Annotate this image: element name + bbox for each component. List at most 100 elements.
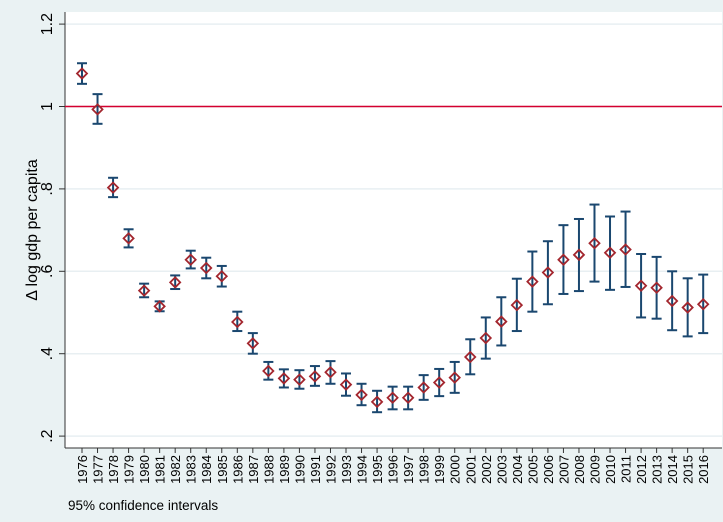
data-point-1991 <box>308 365 322 387</box>
point-marker <box>122 232 135 245</box>
point-marker <box>215 269 229 283</box>
data-point-2006 <box>541 240 555 306</box>
note: 95% confidence intervals <box>68 498 218 513</box>
x-tick-label: 2013 <box>650 455 665 484</box>
point-marker <box>650 281 663 295</box>
point-marker <box>339 378 353 391</box>
point-marker <box>293 373 306 386</box>
data-point-1979 <box>122 228 135 249</box>
data-point-1999 <box>432 367 446 398</box>
point-marker <box>401 391 415 405</box>
point-marker <box>168 276 182 289</box>
x-tick-label: 1984 <box>199 455 214 484</box>
x-tick-label: 2010 <box>603 455 618 484</box>
point-marker <box>665 294 679 308</box>
data-point-2014 <box>665 270 679 332</box>
data-point-1980 <box>137 282 151 299</box>
point-marker <box>432 376 446 389</box>
x-tick-label: 1989 <box>277 455 292 484</box>
x-tick-label: 1981 <box>153 455 168 484</box>
x-tick-label: 2016 <box>696 455 711 484</box>
point-marker <box>619 243 632 256</box>
data-point-1985 <box>215 264 229 288</box>
point-marker <box>526 275 539 288</box>
x-tick-label: 1979 <box>122 455 137 484</box>
point-marker <box>199 261 213 275</box>
x-tick-label: 2000 <box>448 455 463 484</box>
data-point-1988 <box>262 360 275 381</box>
x-tick-label: 1980 <box>137 455 152 484</box>
data-point-2001 <box>463 338 477 376</box>
point-marker <box>231 315 244 329</box>
y-axis: .2 .4 .6 .8 1 1.2 <box>39 13 65 443</box>
point-marker <box>696 297 710 311</box>
point-marker <box>91 103 104 116</box>
x-tick-label: 1983 <box>184 455 199 484</box>
x-tick-label: 1995 <box>370 455 385 484</box>
data-point-2003 <box>495 296 508 347</box>
point-marker <box>308 370 322 383</box>
x-tick-label: 2014 <box>665 455 680 484</box>
x-tick-label: 2002 <box>479 455 494 484</box>
x-tick-label: 1988 <box>261 455 276 484</box>
data-point-2007 <box>557 224 570 295</box>
x-tick-label: 1997 <box>401 455 416 484</box>
point-marker <box>417 381 430 394</box>
data-marks <box>75 62 710 414</box>
x-tick-label: 1985 <box>215 455 230 484</box>
point-marker <box>262 364 275 378</box>
data-point-1978 <box>106 176 120 199</box>
x-tick-label: 2004 <box>510 455 525 484</box>
x-tick-label: 1986 <box>230 455 245 484</box>
x-tick-label: 2001 <box>463 455 478 484</box>
point-marker <box>541 266 555 279</box>
data-point-2002 <box>479 316 493 360</box>
point-marker <box>681 301 694 314</box>
data-point-1989 <box>277 368 291 389</box>
point-marker <box>246 337 260 350</box>
x-tick-label: 2007 <box>556 455 571 484</box>
data-point-1982 <box>168 274 182 291</box>
x-tick-label: 1994 <box>355 455 370 484</box>
x-tick-label: 1990 <box>292 455 307 484</box>
point-marker <box>634 279 648 292</box>
data-point-1994 <box>355 382 368 407</box>
x-tick-label: 1993 <box>339 455 354 484</box>
plot-area <box>65 12 722 448</box>
point-marker <box>588 237 601 250</box>
x-tick-label: 1977 <box>91 455 106 484</box>
y-tick-label: .2 <box>39 429 56 442</box>
data-point-1997 <box>401 385 415 411</box>
x-tick-label: 1999 <box>432 455 447 484</box>
y-tick-label: 1.2 <box>39 13 56 35</box>
point-marker <box>324 365 337 379</box>
x-tick-label: 1982 <box>168 455 183 484</box>
data-point-2010 <box>603 215 617 291</box>
x-tick-label: 2015 <box>681 455 696 484</box>
point-marker <box>386 391 399 405</box>
data-point-2016 <box>696 273 710 335</box>
x-tick-label: 2008 <box>572 455 587 484</box>
data-point-2008 <box>572 217 586 293</box>
point-marker <box>137 284 151 297</box>
y-tick-label: .8 <box>39 182 56 195</box>
data-point-1996 <box>386 385 399 411</box>
y-tick-label: 1 <box>39 102 56 111</box>
data-point-1977 <box>91 93 104 125</box>
data-point-2004 <box>510 277 524 333</box>
point-marker <box>510 298 524 312</box>
y-axis-title: Δ log gdp per capita <box>24 159 41 301</box>
data-point-2000 <box>448 360 461 394</box>
x-tick-label: 1992 <box>323 455 338 484</box>
data-point-1993 <box>339 372 353 397</box>
data-point-2009 <box>588 203 601 283</box>
x-tick-label: 1996 <box>386 455 401 484</box>
point-marker <box>75 67 89 80</box>
point-marker <box>557 253 570 267</box>
x-tick-label: 1976 <box>75 455 90 484</box>
x-tick-label: 1978 <box>106 455 121 484</box>
x-tick-label: 2005 <box>525 455 540 484</box>
data-point-1976 <box>75 62 89 85</box>
data-point-1986 <box>231 310 244 333</box>
